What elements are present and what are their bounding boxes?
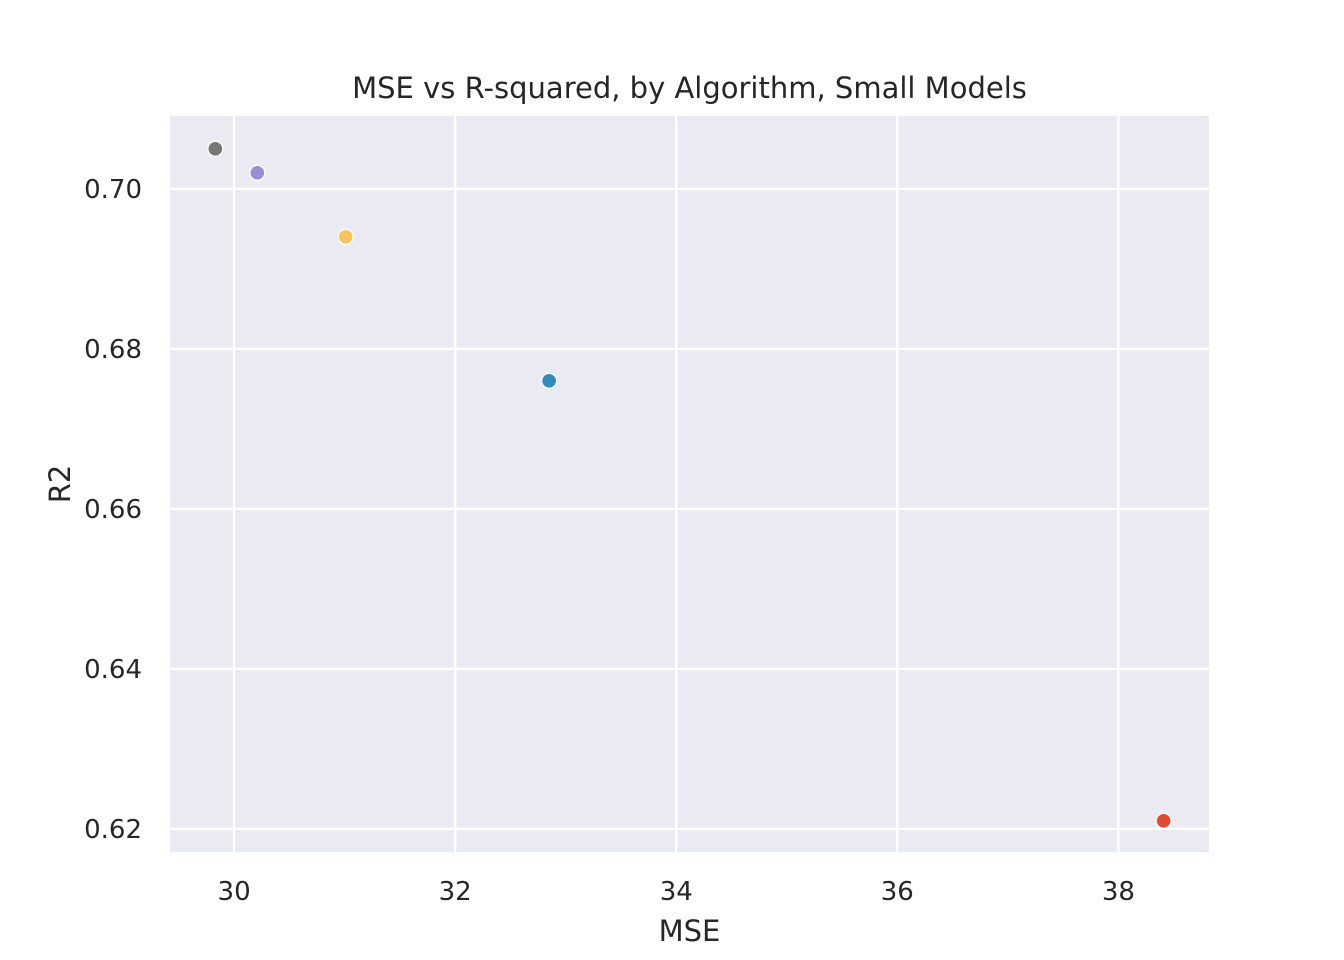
x-tick-label: 30 [218,877,251,907]
y-tick-label: 0.70 [84,175,142,205]
y-tick-label: 0.66 [84,495,142,525]
y-tick-label: 0.64 [84,655,142,685]
data-point [337,228,354,245]
data-points [207,140,1172,829]
plot-area [170,116,1209,852]
data-point [1155,812,1172,829]
data-point [207,140,224,157]
x-tick-label: 34 [660,877,693,907]
data-point [540,372,558,389]
x-tick-label: 38 [1102,877,1135,907]
chart-title: MSE vs R-squared, by Algorithm, Small Mo… [352,71,1027,105]
grid-lines [170,116,1209,852]
y-axis-ticks: 0.62 0.64 0.66 0.68 0.70 [84,175,142,845]
x-tick-label: 32 [439,877,472,907]
x-axis-ticks: 30 32 34 36 38 [218,877,1135,907]
y-tick-label: 0.68 [84,335,142,365]
x-axis-label: MSE [659,914,721,948]
x-tick-label: 36 [881,877,914,907]
data-point [249,164,266,181]
y-tick-label: 0.62 [84,815,142,845]
y-axis-label: R2 [43,465,77,504]
